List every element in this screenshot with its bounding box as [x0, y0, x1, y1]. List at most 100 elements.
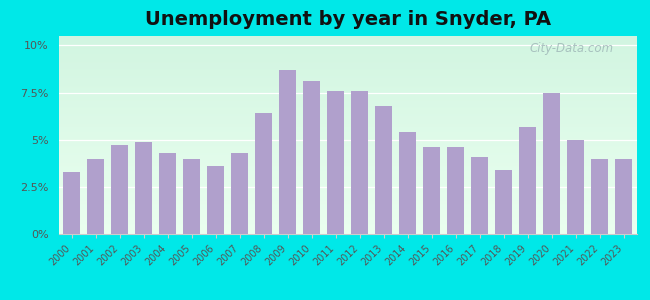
Bar: [58, 230, 637, 231]
Bar: [58, 127, 637, 128]
Bar: [519, 127, 536, 234]
Bar: [58, 233, 637, 234]
Bar: [58, 223, 637, 224]
Bar: [58, 59, 637, 60]
Bar: [58, 231, 637, 232]
Bar: [58, 175, 637, 176]
Bar: [58, 216, 637, 217]
Bar: [58, 102, 637, 103]
Bar: [375, 106, 393, 234]
Bar: [58, 114, 637, 115]
Bar: [58, 115, 637, 116]
Bar: [231, 153, 248, 234]
Bar: [58, 179, 637, 181]
Bar: [58, 161, 637, 162]
Text: City-Data.com: City-Data.com: [530, 42, 614, 55]
Bar: [58, 171, 637, 172]
Bar: [567, 140, 584, 234]
Bar: [58, 99, 637, 100]
Bar: [279, 70, 296, 234]
Bar: [495, 170, 512, 234]
Bar: [58, 93, 637, 94]
Bar: [58, 185, 637, 187]
Bar: [58, 103, 637, 104]
Bar: [58, 44, 637, 45]
Bar: [58, 209, 637, 210]
Bar: [58, 130, 637, 131]
Bar: [58, 178, 637, 179]
Bar: [58, 217, 637, 218]
Bar: [58, 117, 637, 118]
Bar: [58, 131, 637, 132]
Bar: [207, 166, 224, 234]
Bar: [58, 120, 637, 121]
Bar: [58, 67, 637, 68]
Bar: [58, 188, 637, 190]
Bar: [58, 54, 637, 55]
Bar: [58, 203, 637, 204]
Bar: [58, 135, 637, 136]
Bar: [58, 45, 637, 46]
Bar: [303, 81, 320, 234]
Bar: [58, 60, 637, 61]
Bar: [58, 52, 637, 53]
Bar: [58, 168, 637, 169]
Bar: [58, 192, 637, 194]
Bar: [591, 159, 608, 234]
Bar: [58, 187, 637, 188]
Bar: [58, 170, 637, 171]
Bar: [58, 202, 637, 203]
Bar: [58, 211, 637, 212]
Bar: [58, 160, 637, 161]
Bar: [58, 82, 637, 83]
Bar: [58, 220, 637, 221]
Bar: [58, 65, 637, 66]
Bar: [58, 133, 637, 134]
Bar: [58, 85, 637, 86]
Bar: [58, 225, 637, 226]
Bar: [58, 49, 637, 50]
Bar: [58, 85, 637, 86]
Bar: [58, 74, 637, 75]
Bar: [58, 207, 637, 208]
Bar: [58, 194, 637, 195]
Bar: [58, 92, 637, 93]
Bar: [58, 191, 637, 192]
Bar: [58, 123, 637, 124]
Bar: [58, 139, 637, 140]
Bar: [58, 94, 637, 95]
Bar: [58, 143, 637, 144]
Bar: [58, 107, 637, 108]
Bar: [58, 156, 637, 157]
Bar: [447, 147, 464, 234]
Bar: [58, 155, 637, 156]
Bar: [58, 221, 637, 222]
Bar: [58, 58, 637, 59]
Bar: [543, 93, 560, 234]
Bar: [58, 109, 637, 110]
Bar: [58, 50, 637, 51]
Bar: [58, 159, 637, 160]
Bar: [399, 132, 417, 234]
Bar: [58, 145, 637, 146]
Bar: [58, 68, 637, 69]
Bar: [58, 106, 637, 107]
Bar: [58, 39, 637, 40]
Bar: [58, 111, 637, 112]
Bar: [58, 206, 637, 207]
Bar: [58, 69, 637, 70]
Bar: [58, 174, 637, 175]
Bar: [58, 81, 637, 82]
Bar: [58, 213, 637, 214]
Bar: [58, 204, 637, 205]
Bar: [58, 153, 637, 154]
Bar: [183, 159, 200, 234]
Bar: [58, 78, 637, 79]
Bar: [58, 154, 637, 155]
Bar: [58, 113, 637, 114]
Bar: [58, 56, 637, 57]
Bar: [58, 132, 637, 133]
Bar: [58, 149, 637, 150]
Bar: [58, 88, 637, 89]
Bar: [58, 122, 637, 123]
